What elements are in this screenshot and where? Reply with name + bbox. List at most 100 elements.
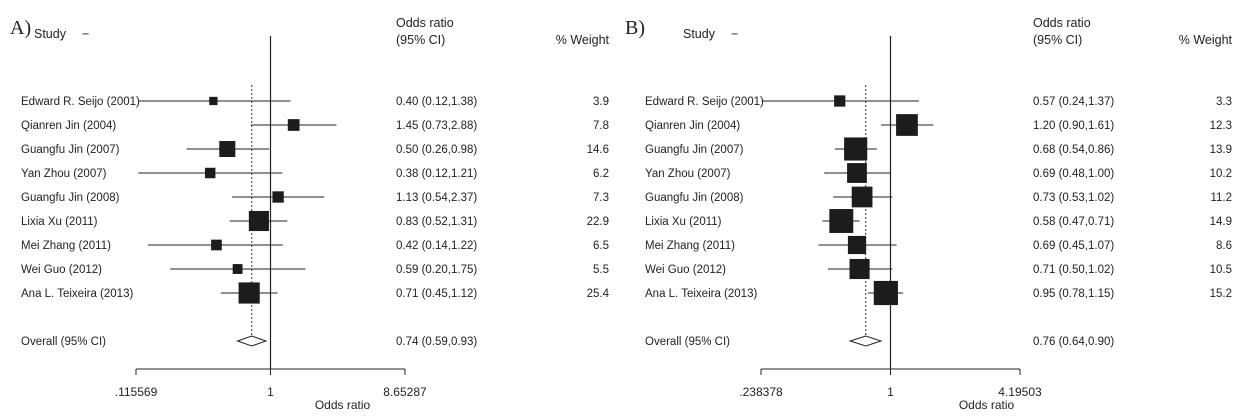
study-weight: 10.2 <box>1210 168 1232 180</box>
study-name: Guangfu Jin (2007) <box>21 144 120 156</box>
study-weight: 6.5 <box>593 240 609 252</box>
study-or-ci: 1.45 (0.73,2.88) <box>396 120 477 132</box>
study-weight-box <box>873 280 898 306</box>
panel-label: B) <box>625 17 645 39</box>
x-tick-label: 8.65287 <box>383 385 427 399</box>
study-name: Guangfu Jin (2008) <box>645 192 744 204</box>
forest-plot-panel-a: A) Study − Odds ratio (95% CI) % Weight Edward… <box>0 0 620 414</box>
study-weight: 7.3 <box>593 192 609 204</box>
study-or-ci: 0.42 (0.14,1.22) <box>396 240 477 252</box>
study-weight: 13.9 <box>1210 144 1232 156</box>
overall-label: Overall (95% CI) <box>645 336 730 348</box>
study-weight: 22.9 <box>587 216 609 228</box>
study-weight: 14.9 <box>1210 216 1232 228</box>
study-or-ci: 1.20 (0.90,1.61) <box>1033 120 1114 132</box>
study-or-ci: 0.69 (0.48,1.00) <box>1033 168 1114 180</box>
forest-plot-a-svg: A) Study − Odds ratio (95% CI) % Weight Edward… <box>10 16 610 412</box>
study-weight-box <box>834 95 846 107</box>
header-study: Study <box>34 27 67 41</box>
study-weight: 14.6 <box>587 144 609 156</box>
x-tick-label: 1 <box>887 385 894 399</box>
study-weight-box <box>211 239 222 251</box>
study-weight: 8.6 <box>1216 240 1232 252</box>
study-weight: 3.3 <box>1216 96 1232 108</box>
study-weight-box <box>209 96 218 106</box>
overall-or-ci: 0.76 (0.64,0.90) <box>1033 336 1114 348</box>
study-or-ci: 0.40 (0.12,1.38) <box>396 96 477 108</box>
study-weight: 3.9 <box>593 96 609 108</box>
study-name: Yan Zhou (2007) <box>645 168 731 180</box>
study-name: Wei Guo (2012) <box>645 264 726 276</box>
study-weight: 5.5 <box>593 264 609 276</box>
study-or-ci: 0.50 (0.26,0.98) <box>396 144 477 156</box>
study-weight-box <box>204 167 216 179</box>
study-or-ci: 0.95 (0.78,1.15) <box>1033 288 1114 300</box>
forest-plot-panel-b: B) Study − Odds ratio (95% CI) % Weight Edward… <box>621 0 1241 414</box>
header-study-mark: − <box>731 27 738 41</box>
study-or-ci: 0.59 (0.20,1.75) <box>396 264 477 276</box>
header-ci: (95% CI) <box>396 33 445 47</box>
study-weight-box <box>238 282 260 304</box>
header-study-mark: − <box>82 27 89 41</box>
study-name: Guangfu Jin (2008) <box>21 192 120 204</box>
header-odds-ratio: Odds ratio <box>1033 16 1091 30</box>
x-tick-label: 4.19503 <box>998 385 1042 399</box>
study-name: Lixia Xu (2011) <box>645 216 722 228</box>
study-weight: 15.2 <box>1210 288 1232 300</box>
study-weight-box <box>851 186 873 208</box>
study-weight-box <box>847 163 867 183</box>
study-name: Ana L. Teixeira (2013) <box>21 288 133 300</box>
overall-diamond <box>848 335 883 347</box>
header-weight: % Weight <box>556 33 610 47</box>
study-or-ci: 0.57 (0.24,1.37) <box>1033 96 1114 108</box>
study-name: Yan Zhou (2007) <box>21 168 107 180</box>
study-weight-box <box>844 137 868 161</box>
study-weight-box <box>287 119 300 131</box>
overall-label: Overall (95% CI) <box>21 336 106 348</box>
study-weight-box <box>248 210 269 232</box>
study-or-ci: 0.71 (0.50,1.02) <box>1033 264 1114 276</box>
x-axis-label: Odds ratio <box>959 398 1015 412</box>
study-name: Qianren Jin (2004) <box>645 120 740 132</box>
header-ci: (95% CI) <box>1033 33 1082 47</box>
study-or-ci: 0.58 (0.47,0.71) <box>1033 216 1114 228</box>
x-tick-label: .238378 <box>739 385 783 399</box>
panel-label: A) <box>10 17 31 39</box>
study-name: Qianren Jin (2004) <box>21 120 116 132</box>
overall-diamond <box>236 335 268 347</box>
study-weight-box <box>272 191 284 203</box>
study-weight-box <box>896 114 918 136</box>
study-weight: 6.2 <box>593 168 609 180</box>
study-weight-box <box>232 264 243 274</box>
x-tick-label: 1 <box>267 385 274 399</box>
study-weight: 25.4 <box>587 288 610 300</box>
overall-or-ci: 0.74 (0.59,0.93) <box>396 336 477 348</box>
study-weight: 7.8 <box>593 120 609 132</box>
study-or-ci: 0.71 (0.45,1.12) <box>396 288 477 300</box>
study-or-ci: 0.69 (0.45,1.07) <box>1033 240 1114 252</box>
study-name: Ana L. Teixeira (2013) <box>645 288 757 300</box>
study-name: Edward R. Seijo (2001) <box>21 96 140 108</box>
study-name: Guangfu Jin (2007) <box>645 144 744 156</box>
header-weight: % Weight <box>1179 33 1233 47</box>
study-or-ci: 0.68 (0.54,0.86) <box>1033 144 1114 156</box>
x-tick-label: .115569 <box>115 385 158 399</box>
study-weight-box <box>829 209 854 233</box>
header-odds-ratio: Odds ratio <box>396 16 454 30</box>
study-weight: 10.5 <box>1210 264 1232 276</box>
header-study: Study <box>683 27 716 41</box>
study-name: Wei Guo (2012) <box>21 264 102 276</box>
forest-plot-b-svg: B) Study − Odds ratio (95% CI) % Weight Edward… <box>625 16 1233 412</box>
study-or-ci: 0.38 (0.12,1.21) <box>396 168 477 180</box>
study-or-ci: 0.73 (0.53,1.02) <box>1033 192 1114 204</box>
study-or-ci: 1.13 (0.54,2.37) <box>396 192 477 204</box>
study-name: Lixia Xu (2011) <box>21 216 98 228</box>
study-weight: 12.3 <box>1210 120 1232 132</box>
study-or-ci: 0.83 (0.52,1.31) <box>396 216 477 228</box>
study-weight-box <box>219 140 236 158</box>
study-weight-box <box>849 258 870 280</box>
study-name: Mei Zhang (2011) <box>645 240 735 252</box>
study-name: Edward R. Seijo (2001) <box>645 96 764 108</box>
study-weight-box <box>847 235 867 255</box>
x-axis-label: Odds ratio <box>315 398 371 412</box>
